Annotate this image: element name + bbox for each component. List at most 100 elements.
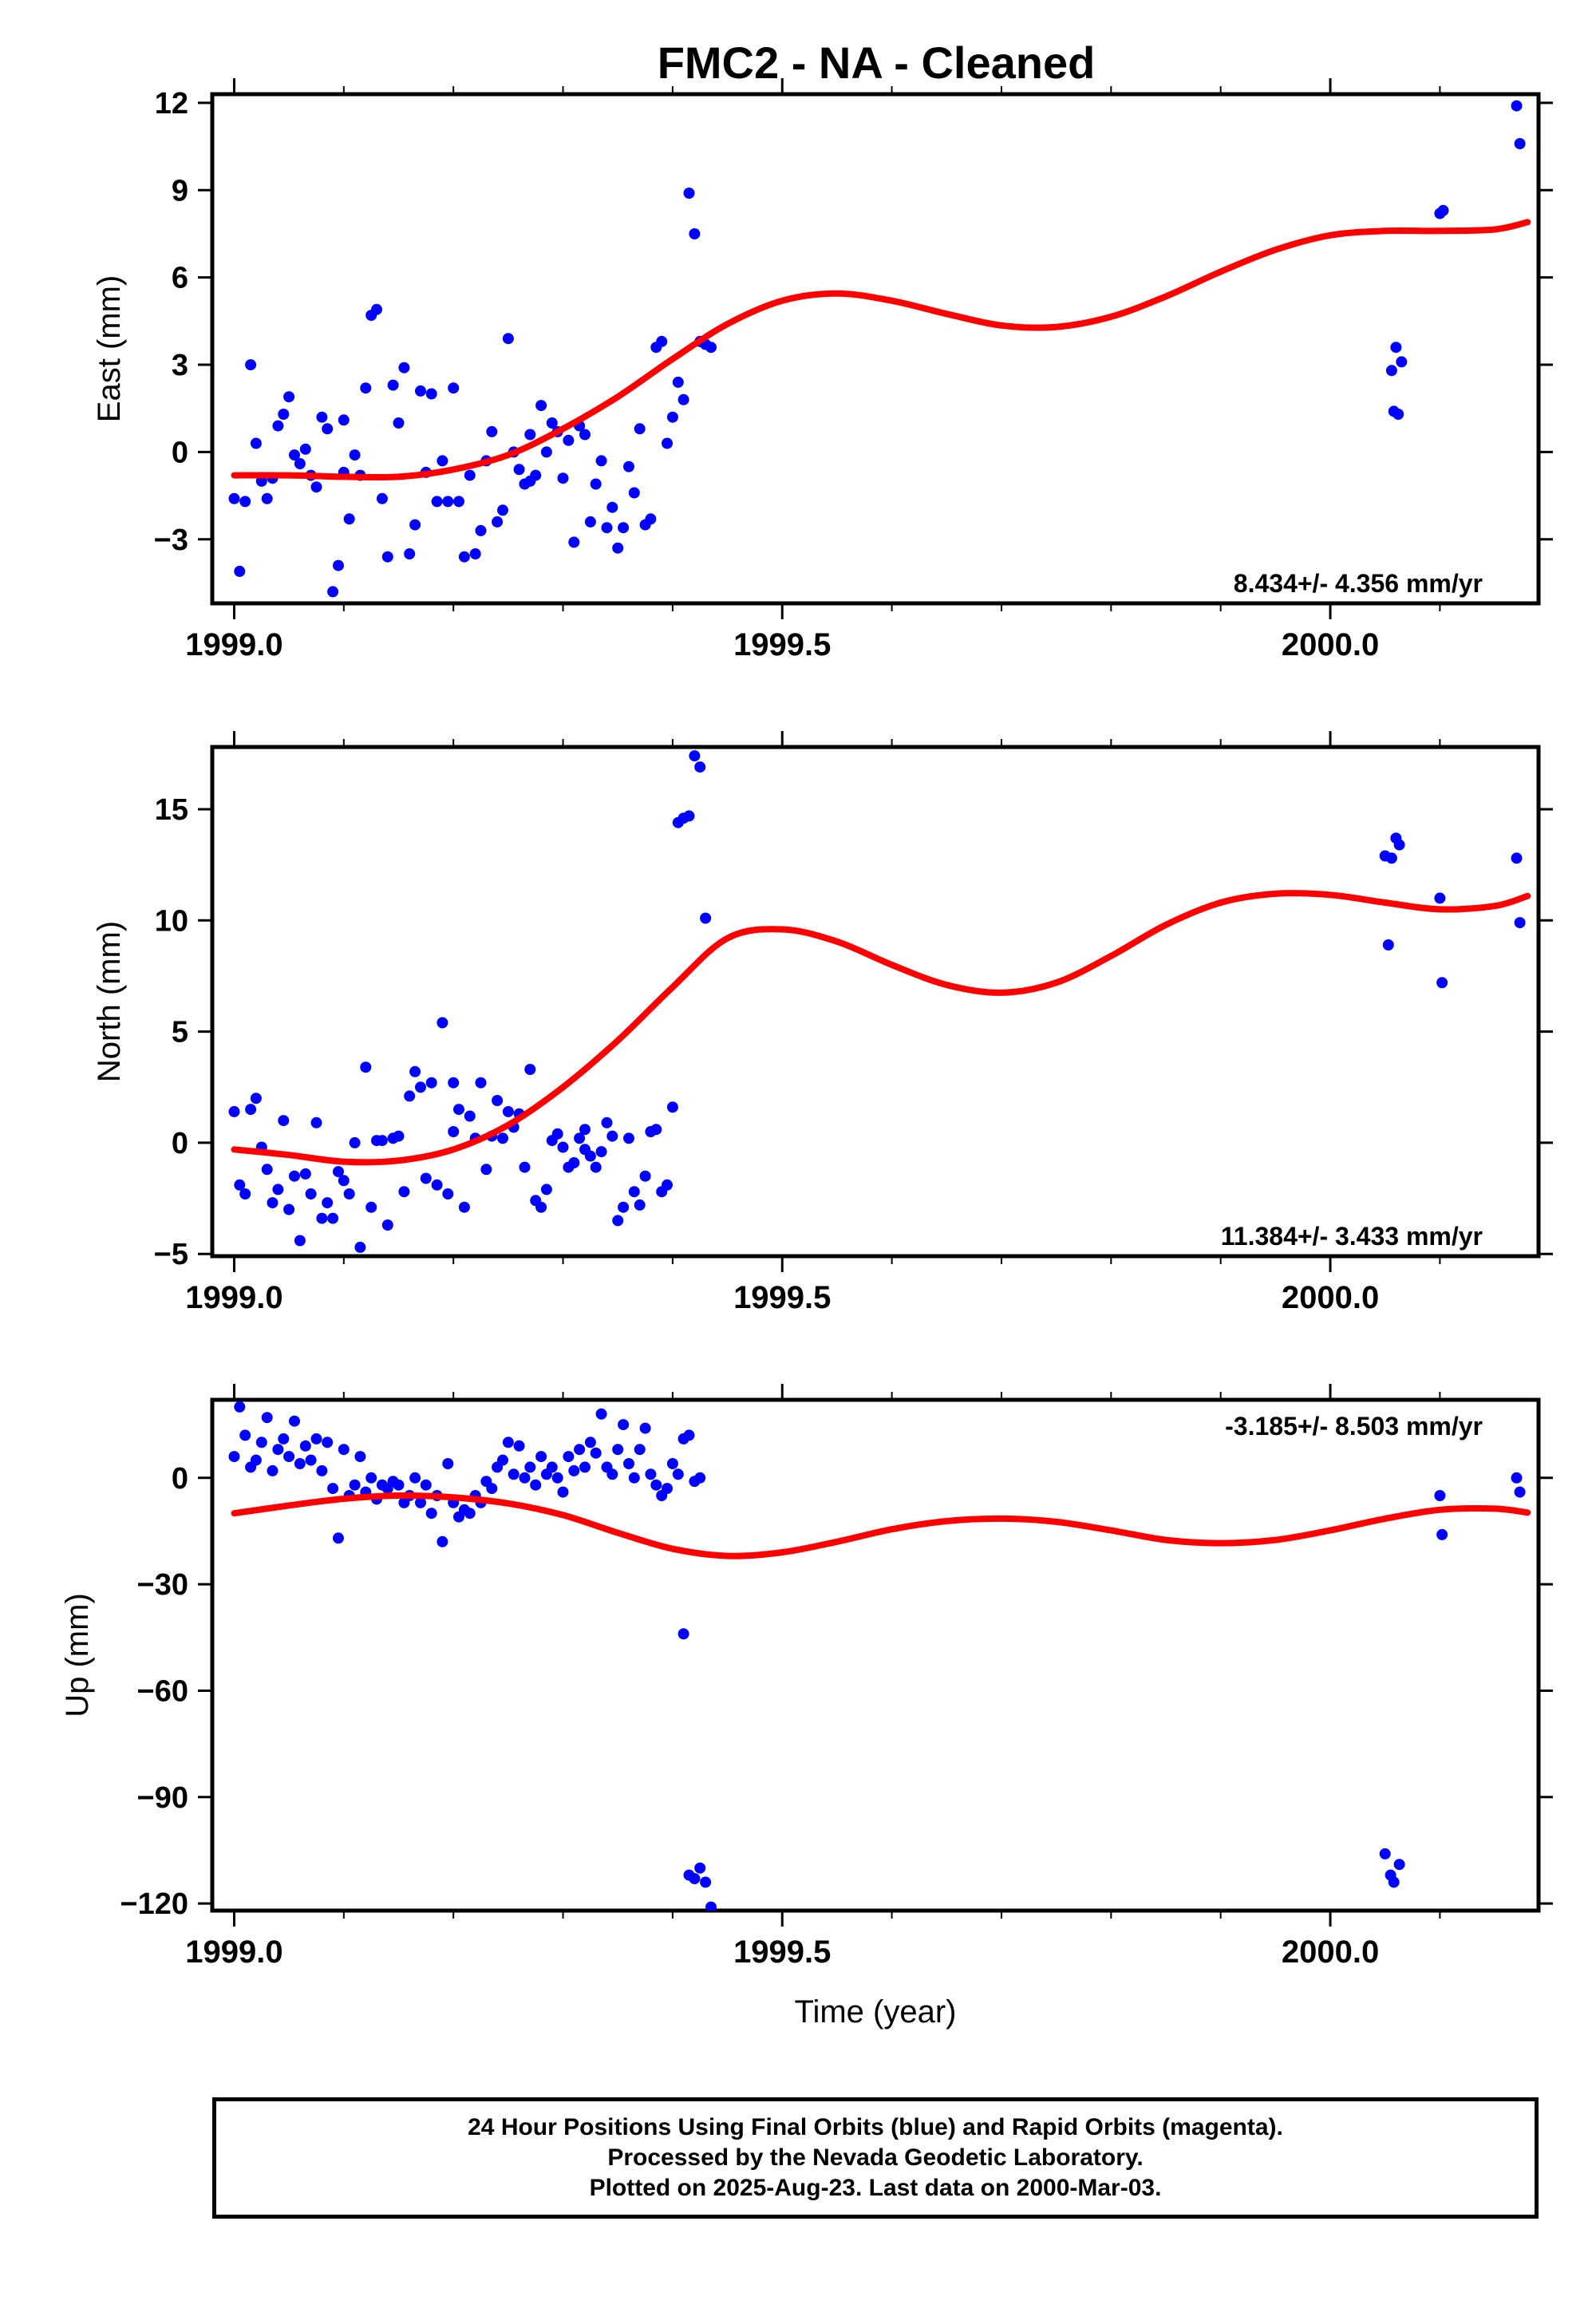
north-y-axis-label: North (mm) (92, 921, 127, 1082)
data-point (1393, 839, 1405, 851)
data-point (354, 1451, 366, 1463)
data-point (513, 1440, 525, 1452)
data-point (437, 455, 448, 467)
data-point (683, 188, 695, 199)
data-point (393, 417, 405, 429)
data-point (343, 513, 355, 525)
data-point (612, 1215, 624, 1227)
data-point (689, 228, 701, 239)
north-rate-label: 11.384+/- 3.433 mm/yr (1221, 1222, 1483, 1251)
east-y-tick-label: 0 (172, 436, 188, 469)
data-point (437, 1017, 448, 1029)
data-point (486, 425, 498, 437)
up-y-axis-label: Up (mm) (60, 1593, 95, 1717)
east-x-tick-label: 1999.0 (185, 627, 282, 662)
data-point (705, 342, 717, 354)
data-point (387, 379, 399, 391)
data-point (261, 1164, 273, 1176)
caption-line-1: 24 Hour Positions Using Final Orbits (bl… (468, 2114, 1283, 2140)
data-point (283, 1203, 295, 1215)
data-point (250, 1093, 262, 1105)
data-point (234, 565, 246, 577)
data-point (497, 1132, 508, 1144)
east-plot-frame (210, 92, 1541, 606)
data-point (694, 1472, 706, 1484)
data-point (623, 1458, 634, 1469)
data-point (365, 1201, 377, 1213)
data-point (584, 516, 596, 528)
data-point (1434, 892, 1446, 904)
data-point (228, 1105, 240, 1117)
data-point (584, 1150, 596, 1162)
north-y-tick-label: 15 (155, 793, 188, 827)
data-point (448, 1077, 460, 1089)
up-x-tick-label: 1999.0 (185, 1935, 282, 1970)
data-point (1514, 1486, 1526, 1498)
data-point (261, 1412, 273, 1424)
data-point (333, 559, 344, 571)
data-point (305, 1188, 317, 1199)
data-point (535, 1451, 547, 1463)
data-point (365, 1472, 377, 1484)
data-point (492, 1095, 504, 1106)
data-point (234, 1401, 246, 1413)
east-y-tick-label: 3 (172, 349, 188, 382)
east-panel: 1999.0 1999.5 2000.0 −3 0 3 6 9 12 East (mm) 8.434… (92, 78, 1553, 662)
data-point (289, 1170, 300, 1182)
data-point (354, 1241, 366, 1253)
north-y-tick-label: 0 (172, 1127, 188, 1160)
data-point (1437, 204, 1449, 216)
data-point (595, 455, 607, 467)
data-point (650, 1124, 662, 1136)
data-point (557, 472, 569, 484)
data-point (508, 1468, 519, 1480)
data-point (524, 429, 536, 441)
data-point (480, 1164, 492, 1176)
data-point (425, 1508, 437, 1520)
data-point (409, 1472, 421, 1484)
data-point (431, 496, 443, 508)
data-point (409, 519, 421, 531)
east-x-tick-label: 2000.0 (1282, 627, 1379, 662)
data-point (612, 1444, 624, 1456)
data-point (563, 434, 575, 446)
data-point (338, 414, 350, 426)
data-point (299, 443, 311, 455)
data-point (299, 1440, 311, 1452)
up-points (228, 1401, 1526, 1911)
data-point (618, 1201, 630, 1213)
data-point (360, 1061, 372, 1073)
data-point (469, 548, 481, 559)
data-point (579, 429, 591, 441)
data-point (612, 542, 624, 554)
east-y-tick-label: 6 (172, 262, 188, 295)
up-rate-label: -3.185+/- 8.503 mm/yr (1225, 1412, 1483, 1441)
north-x-tick-label: 1999.0 (185, 1280, 282, 1315)
data-point (662, 1483, 673, 1495)
north-y-tick-label: −5 (154, 1238, 188, 1271)
data-point (656, 335, 668, 347)
data-point (1388, 1876, 1400, 1888)
data-point (316, 1212, 328, 1224)
data-point (245, 359, 257, 371)
data-point (513, 464, 525, 476)
data-point (442, 1188, 454, 1199)
data-point (338, 1444, 350, 1456)
data-point (530, 1479, 542, 1491)
data-point (278, 1433, 290, 1445)
up-x-tick-label: 2000.0 (1282, 1935, 1379, 1970)
up-panel: 1999.0 1999.5 2000.0 −120 −90 −60 −30 0 Up (mm) T… (60, 1384, 1553, 2029)
data-point (639, 1422, 651, 1434)
caption-line-3: Plotted on 2025-Aug-23. Last data on 200… (589, 2175, 1162, 2201)
east-y-tick-label: −3 (154, 524, 188, 557)
data-point (415, 1081, 426, 1093)
north-y-tick-label: 10 (155, 904, 188, 938)
data-point (579, 1461, 591, 1473)
data-point (458, 1201, 470, 1213)
data-point (672, 376, 684, 388)
data-point (376, 1135, 388, 1147)
data-point (255, 1437, 267, 1448)
data-point (551, 1128, 563, 1140)
up-y-tick-label: −60 (137, 1674, 188, 1708)
data-point (1436, 977, 1448, 989)
